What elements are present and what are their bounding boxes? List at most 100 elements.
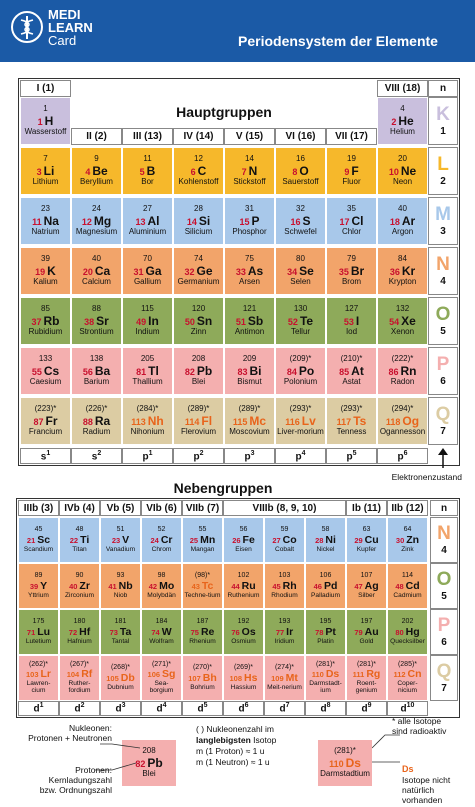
mass-number: 192 bbox=[237, 618, 250, 626]
symbol-line: 47 Ag bbox=[354, 579, 379, 592]
mass-number: (223)* bbox=[34, 404, 57, 414]
symbol-line: 2 He bbox=[391, 114, 413, 128]
symbol-line: 104 Rf bbox=[67, 669, 93, 680]
element-cell: 75 33 As Arsen bbox=[225, 248, 274, 294]
symbol-line: 4 Be bbox=[85, 164, 107, 178]
symbol-line: 16 S bbox=[290, 214, 310, 228]
electron-state: d7 bbox=[264, 701, 305, 716]
element-cell: 64 30 Zn Zink bbox=[388, 518, 427, 562]
symbol-line: 109 Mt bbox=[271, 672, 298, 684]
atomic-number: 36 bbox=[389, 266, 400, 277]
group-header: IIIb (3) bbox=[18, 500, 59, 516]
atomic-number: 51 bbox=[235, 316, 246, 327]
element-name: Francium bbox=[28, 427, 63, 437]
element-cell: (226)* 88 Ra Radium bbox=[72, 398, 121, 444]
element-cell: 192 76 Os Osmium bbox=[224, 610, 263, 654]
element-symbol: Rh bbox=[282, 579, 297, 592]
mass-number: 208 bbox=[191, 354, 206, 364]
legend-text: natürlich bbox=[402, 785, 435, 795]
element-name: Darmstadtium bbox=[320, 769, 370, 779]
atomic-number: 81 bbox=[136, 366, 147, 377]
element-cell: 12 6 C Kohlenstoff bbox=[174, 148, 223, 194]
orbital: d bbox=[320, 703, 327, 715]
electron-label: p4 bbox=[295, 450, 305, 462]
electron-state: d6 bbox=[223, 701, 264, 716]
shell-letter: O bbox=[436, 568, 452, 590]
atomic-number: 110 bbox=[311, 670, 324, 680]
orbital: s bbox=[91, 451, 98, 463]
group-label: IV (14) bbox=[183, 131, 214, 142]
atomic-number: 87 bbox=[33, 416, 44, 427]
symbol-line: 85 At bbox=[339, 364, 364, 378]
symbol-line: 55 Cs bbox=[32, 364, 59, 378]
element-name: Caesium bbox=[29, 377, 62, 387]
symbol-line: 11 Na bbox=[32, 214, 59, 228]
mass-number: (268)* bbox=[110, 664, 131, 672]
symbol-line: 12 Mg bbox=[82, 213, 112, 228]
atomic-number: 26 bbox=[232, 535, 241, 545]
shell-number: 5 bbox=[441, 590, 447, 602]
symbol-line: 116 Lv bbox=[285, 413, 316, 428]
element-name: Tantal bbox=[111, 637, 130, 645]
element-symbol: Ag bbox=[364, 579, 379, 592]
element-symbol: Ne bbox=[400, 163, 417, 178]
element-symbol: Lv bbox=[301, 413, 316, 428]
element-symbol: Ds bbox=[325, 668, 340, 681]
element-name: Tellur bbox=[290, 327, 311, 337]
electron-state: d9 bbox=[346, 701, 387, 716]
element-symbol: Co bbox=[282, 533, 297, 546]
mass-number: 19 bbox=[347, 154, 356, 164]
element-symbol: Mg bbox=[93, 213, 112, 228]
electron-count: 1 bbox=[148, 449, 153, 457]
orbital: d bbox=[115, 703, 122, 715]
atomic-number: 38 bbox=[84, 316, 95, 327]
element-name: Nickel bbox=[316, 545, 335, 553]
element-name: Dubnium bbox=[107, 683, 134, 691]
orbital: d bbox=[33, 703, 40, 715]
legend-text: Nukleonen: bbox=[68, 723, 112, 733]
element-name: Roent-genium bbox=[355, 680, 378, 695]
element-name: Moscovium bbox=[229, 427, 270, 437]
group-header: VIIIb (8, 9, 10) bbox=[223, 500, 346, 516]
group-label: IVb (4) bbox=[64, 502, 95, 514]
symbol-line: 38 Sr bbox=[84, 314, 109, 328]
electron-state: p5 bbox=[326, 448, 377, 464]
element-symbol: Mc bbox=[249, 413, 267, 428]
element-name: Schwefel bbox=[284, 227, 317, 237]
symbol-line: 75 Re bbox=[191, 626, 215, 638]
shell-number: 7 bbox=[441, 682, 447, 694]
electron-state: p3 bbox=[224, 448, 275, 464]
group-header: Ib (11) bbox=[346, 500, 387, 516]
element-symbol: Cr bbox=[160, 533, 173, 546]
mass-number: 40 bbox=[398, 204, 407, 214]
group-header: V (15) bbox=[224, 128, 275, 145]
mass-number: 180 bbox=[73, 618, 86, 626]
element-symbol: Nh bbox=[147, 413, 164, 428]
element-name: Lutetium bbox=[25, 637, 52, 645]
symbol-line: 105 Db bbox=[106, 672, 135, 684]
atomic-number: 15 bbox=[239, 216, 250, 227]
atomic-number: 35 bbox=[338, 266, 349, 277]
element-name: Wolfram bbox=[149, 637, 174, 645]
group-header: III (13) bbox=[122, 128, 173, 145]
mass-number: 35 bbox=[347, 204, 356, 214]
shell-letter: Q bbox=[436, 660, 452, 682]
mass-number: (274)* bbox=[274, 664, 295, 672]
element-name: Scandium bbox=[23, 545, 54, 553]
symbol-line: 74 W bbox=[151, 626, 171, 638]
atomic-number: 2 bbox=[391, 116, 397, 127]
group-header: IIb (12) bbox=[387, 500, 428, 516]
mass-number: (210)* bbox=[340, 354, 363, 364]
mass-number: 130 bbox=[293, 304, 308, 314]
element-name: Cadmium bbox=[393, 591, 422, 599]
group-label: n bbox=[439, 83, 447, 94]
symbol-line: 76 Os bbox=[231, 626, 255, 638]
mass-number: 193 bbox=[278, 618, 291, 626]
element-cell: (281)* 110 Ds Darmstadt-ium bbox=[306, 656, 345, 700]
atomic-number: 46 bbox=[313, 581, 322, 591]
electron-state: p1 bbox=[122, 448, 173, 464]
element-symbol: Al bbox=[147, 213, 160, 228]
group-label: IIb (12) bbox=[391, 502, 424, 514]
element-symbol: Nb bbox=[118, 579, 133, 592]
